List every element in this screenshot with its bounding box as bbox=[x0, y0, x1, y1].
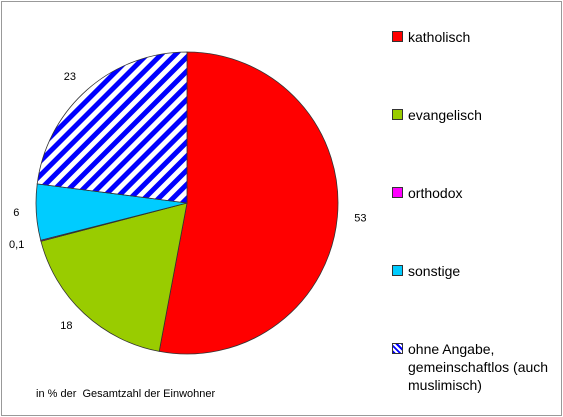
value-label: 6 bbox=[13, 207, 19, 219]
value-label: 18 bbox=[60, 320, 72, 332]
note: in % der Gesamtzahl der Einwohner bbox=[36, 388, 216, 400]
value-label: 0,1 bbox=[9, 239, 24, 251]
legend-swatch bbox=[392, 187, 403, 198]
legend-label: orthodox bbox=[408, 185, 463, 201]
legend-label: katholisch bbox=[408, 29, 471, 45]
legend-item: katholisch bbox=[392, 28, 563, 46]
legend-item: sonstige bbox=[392, 262, 563, 280]
legend-item: evangelisch bbox=[392, 106, 563, 124]
legend-swatch bbox=[392, 265, 403, 276]
pie-slice bbox=[158, 51, 339, 355]
legend-label: ohne Angabe, gemeinschaftlos (auch musli… bbox=[408, 341, 549, 393]
legend-label: evangelisch bbox=[408, 107, 482, 123]
legend-item: ohne Angabe, gemeinschaftlos (auch musli… bbox=[392, 340, 563, 394]
legend-label: sonstige bbox=[408, 263, 461, 279]
legend-item: orthodox bbox=[392, 184, 563, 202]
legend-swatch bbox=[392, 31, 403, 42]
pie-slice bbox=[36, 51, 188, 204]
value-label: 23 bbox=[64, 71, 76, 83]
pie-slice bbox=[40, 202, 188, 352]
legend-swatch bbox=[392, 109, 403, 120]
legend-swatch bbox=[392, 343, 403, 354]
value-label: 53 bbox=[354, 212, 366, 224]
